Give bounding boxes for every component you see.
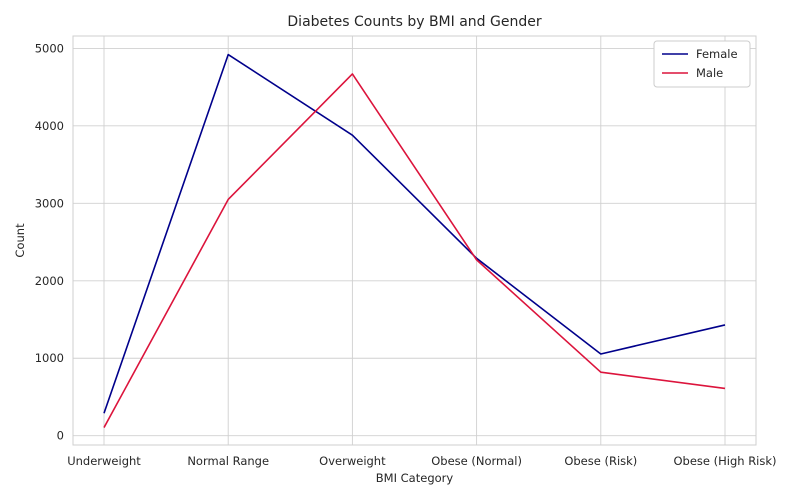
x-tick-labels: Underweight Normal Range Overweight Obese (…	[67, 454, 776, 468]
legend-label-male: Male	[696, 66, 723, 80]
y-tick-label: 2000	[35, 274, 64, 288]
legend-box	[653, 40, 751, 88]
x-tick-label: Obese (Risk)	[564, 454, 637, 468]
series-line-male	[103, 73, 726, 428]
y-tick-label: 4000	[35, 119, 64, 133]
x-tick-label: Underweight	[67, 454, 141, 468]
x-tick-label: Normal Range	[187, 454, 269, 468]
legend-label-female: Female	[696, 47, 738, 61]
x-tick-label: Overweight	[319, 454, 386, 468]
legend: Female Male	[653, 40, 751, 88]
series-lines	[103, 53, 726, 428]
x-axis-label: BMI Category	[376, 471, 454, 485]
series-line-female	[103, 53, 726, 414]
y-tick-label: 5000	[35, 41, 64, 55]
x-tick-label: Obese (High Risk)	[673, 454, 776, 468]
grid	[73, 36, 756, 445]
y-tick-label: 0	[57, 429, 64, 443]
x-tick-label: Obese (Normal)	[431, 454, 522, 468]
axes-frame	[72, 35, 757, 446]
chart-title: Diabetes Counts by BMI and Gender	[287, 14, 541, 30]
y-tick-label: 1000	[35, 351, 64, 365]
y-tick-label: 3000	[35, 196, 64, 210]
y-axis-label: Count	[13, 223, 27, 258]
y-tick-labels: 0 1000 2000 3000 4000 5000	[35, 41, 64, 442]
